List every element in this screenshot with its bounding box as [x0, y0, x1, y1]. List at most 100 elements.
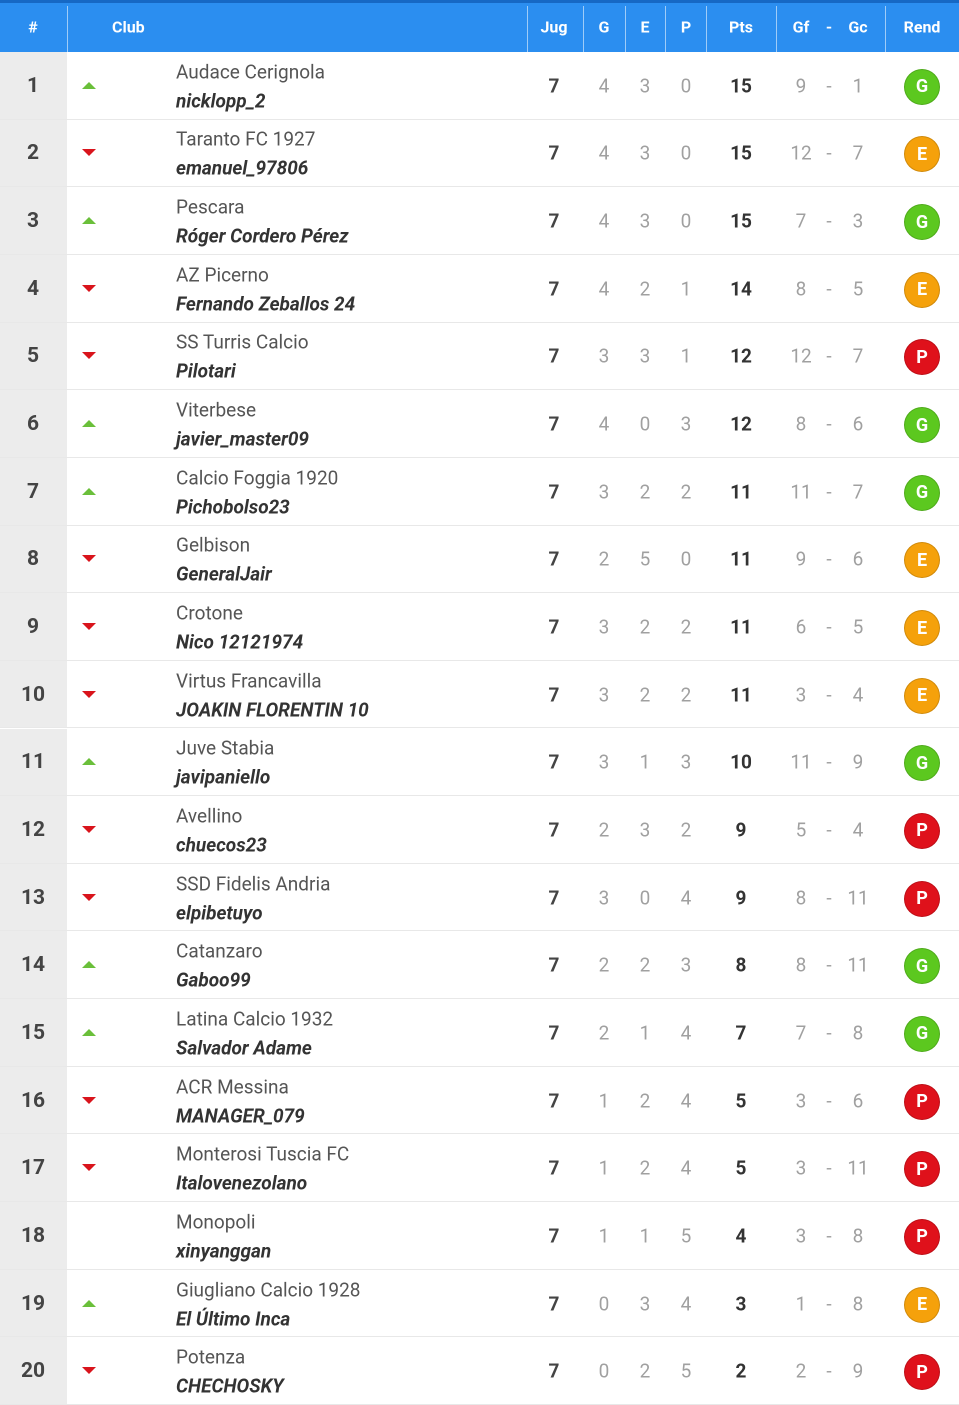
goals-for: 3: [795, 1224, 807, 1248]
lost: 2: [680, 615, 692, 639]
manager-name: Róger Cordero Pérez: [176, 224, 349, 248]
table-row: 7 Calcio Foggia 1920 Pichobolso23 7 3 2 2 11 11-…: [0, 457, 959, 526]
points: 11: [730, 683, 752, 707]
position-column: [0, 119, 67, 187]
drawn: 2: [639, 1156, 651, 1180]
goal-separator: -: [826, 1021, 832, 1045]
goals-for: 3: [795, 1156, 807, 1180]
club-name: Avellino: [176, 804, 243, 828]
position-column: [0, 796, 67, 863]
trend-arrow: [82, 1028, 96, 1036]
won: 2: [598, 547, 610, 571]
manager-name: El Último Inca: [176, 1307, 291, 1330]
manager-name: Gaboo99: [176, 968, 251, 992]
manager-name: Pichobolso23: [176, 495, 290, 519]
manager-name: elpibetuyo: [176, 901, 263, 925]
position: 4: [26, 276, 40, 301]
form-badge: P: [904, 339, 940, 376]
won: 0: [598, 1359, 610, 1383]
table-row: 6 Viterbese javier_master09 7 4 0 3 12 8-6 G: [0, 390, 959, 458]
position-column: [0, 728, 67, 796]
header-cell: Rend: [903, 17, 941, 37]
club-name: Latina Calcio 1932: [176, 1007, 334, 1031]
manager-name: xinyanggan: [176, 1239, 272, 1263]
won: 2: [598, 1021, 610, 1045]
table-row: 3 Pescara Róger Cordero Pérez 7 4 3 0 15 7-3 G: [0, 187, 959, 255]
drawn: 0: [639, 886, 651, 910]
position-column: [0, 525, 67, 593]
manager-name: javipaniello: [176, 765, 271, 789]
drawn: 5: [639, 547, 651, 571]
points: 8: [735, 953, 747, 977]
played: 7: [548, 683, 560, 707]
played: 7: [548, 1359, 560, 1383]
lost: 3: [680, 750, 692, 774]
won: 2: [598, 953, 610, 977]
club-name: ACR Messina: [176, 1075, 289, 1099]
trend-arrow: [82, 961, 96, 969]
position-column: [0, 1066, 67, 1134]
played: 7: [548, 615, 560, 639]
trend-arrow: [82, 149, 96, 157]
won: 1: [598, 1156, 610, 1180]
trend-arrow: [82, 1299, 96, 1307]
trend-arrow: [82, 758, 96, 766]
drawn: 3: [639, 141, 651, 165]
played: 7: [548, 886, 560, 910]
played: 7: [548, 141, 560, 165]
table-row: 15 Latina Calcio 1932 Salvador Adame 7 2 1 4 7 7…: [0, 999, 959, 1067]
points: 7: [735, 1021, 747, 1045]
goals-against: 7: [852, 344, 864, 368]
goal-separator: -: [826, 1292, 832, 1315]
played: 7: [548, 1089, 560, 1113]
goals-for: 8: [795, 953, 807, 977]
club-name: SS Turris Calcio: [176, 330, 309, 354]
trend-arrow: [82, 1096, 96, 1104]
position: 12: [20, 817, 46, 842]
trend-arrow: [82, 893, 96, 901]
lost: 4: [680, 1089, 692, 1113]
won: 2: [598, 818, 610, 842]
drawn: 3: [639, 209, 651, 233]
lost: 4: [680, 1021, 692, 1045]
trend-arrow: [82, 217, 96, 225]
position: 1: [26, 73, 40, 98]
played: 7: [548, 209, 560, 233]
header-cell: P: [680, 17, 692, 37]
played: 7: [548, 344, 560, 368]
goal-separator: -: [826, 412, 832, 436]
form-badge: G: [904, 68, 940, 105]
position: 16: [20, 1088, 46, 1113]
drawn: 2: [639, 1359, 651, 1383]
position: 17: [20, 1156, 46, 1181]
goals-for: 7: [795, 209, 807, 233]
form-badge: E: [904, 136, 940, 173]
won: 4: [598, 412, 610, 436]
goals-for: 8: [795, 886, 807, 910]
goals-for: 9: [795, 547, 807, 571]
won: 4: [598, 209, 610, 233]
header-cell: Gf: [792, 17, 810, 37]
position-column: [0, 863, 67, 931]
goals-against: 11: [847, 886, 869, 910]
lost: 4: [680, 1292, 692, 1315]
goal-separator: -: [826, 953, 832, 977]
club-name: Pescara: [176, 195, 245, 219]
goals-against: 8: [852, 1021, 864, 1045]
points: 5: [735, 1156, 747, 1180]
goal-separator: -: [826, 74, 832, 98]
drawn: 3: [639, 818, 651, 842]
position: 9: [26, 615, 40, 639]
form-badge: E: [904, 677, 940, 714]
header-cell: Pts: [728, 17, 754, 37]
goals-against: 6: [852, 412, 864, 436]
trend-arrow: [82, 81, 96, 89]
position-column: [0, 457, 67, 525]
won: 3: [598, 344, 610, 368]
position: 20: [20, 1359, 46, 1384]
lost: 0: [680, 547, 692, 571]
column-divider: [527, 6, 528, 55]
goals-for: 12: [790, 141, 812, 165]
manager-name: Pilotari: [176, 359, 236, 383]
form-badge: E: [904, 271, 940, 308]
